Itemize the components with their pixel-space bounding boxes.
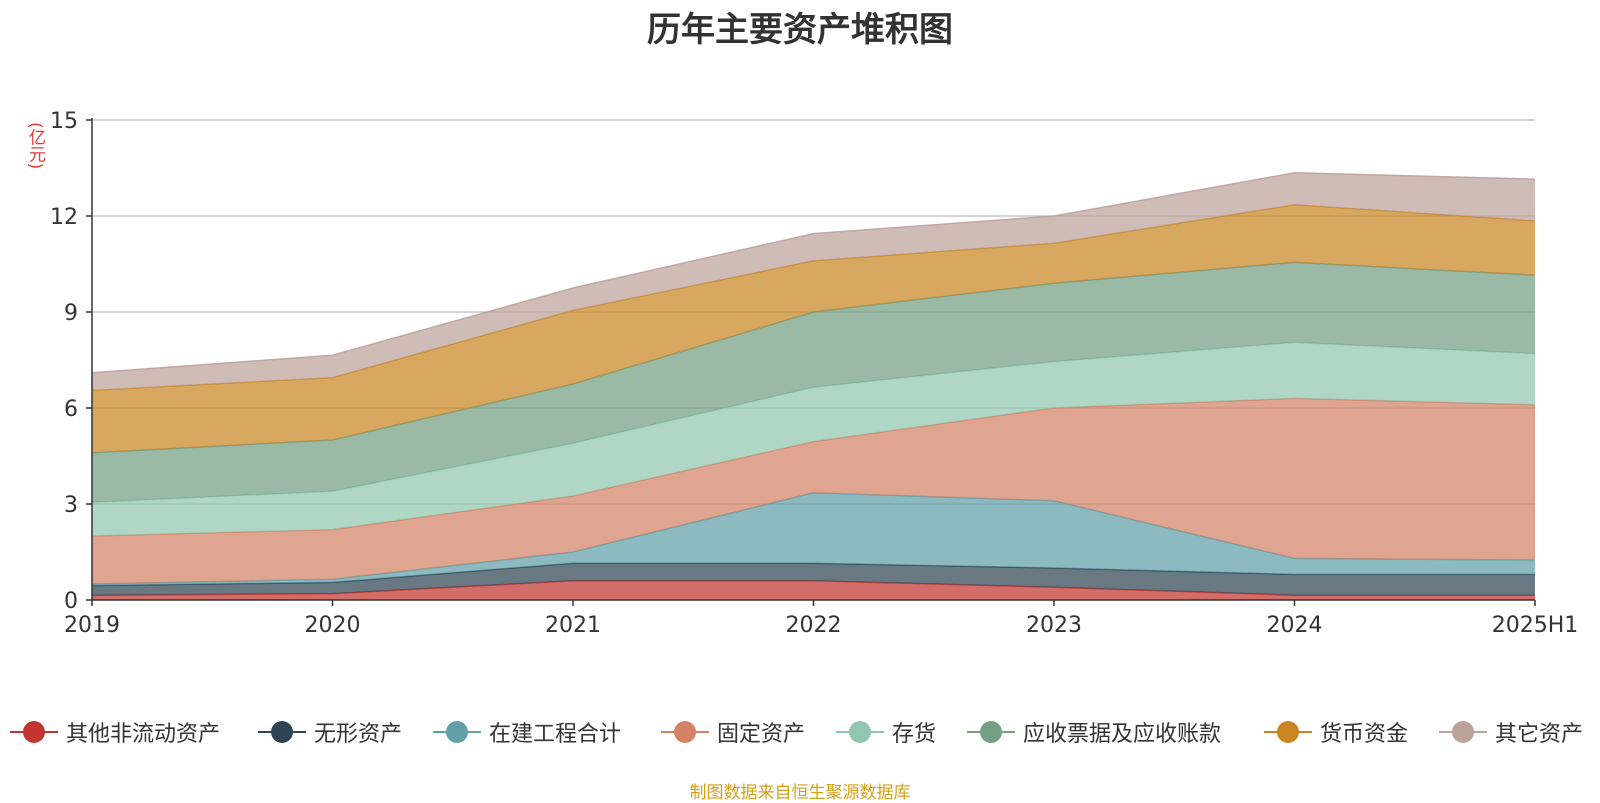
y-tick-label-12: 12 [50,205,78,230]
area-series-3 [92,398,1535,584]
legend-label: 应收票据及应收账款 [1023,722,1222,747]
legend-label: 货币资金 [1320,722,1409,747]
axes [86,118,1536,606]
legend-marker-icon [659,712,711,752]
area-series-4 [92,342,1535,536]
area-series-7 [92,172,1535,391]
legend-marker-icon [1437,712,1489,752]
legend-label: 存货 [892,722,937,747]
legend-item-6[interactable]: 货币资金 [1262,712,1408,752]
legend-marker-icon [1262,712,1314,752]
stacked-area-chart: 0 3 6 9 12 15 2019 2020 2021 2022 2023 2024 2025H1 [50,109,1578,638]
y-tick-label-3: 3 [64,493,78,518]
legend-marker-icon [431,712,483,752]
legend-label: 其他非流动资产 [66,722,221,747]
legend-label: 其它资产 [1495,722,1584,747]
y-tick-label-9: 9 [64,301,78,326]
x-tick-label-3: 2022 [786,613,842,638]
legend-item-4[interactable]: 存货 [834,712,936,752]
data-source-note: 制图数据来自恒生聚源数据库 [689,783,911,803]
legend-item-0[interactable]: 其他非流动资产 [8,712,220,752]
legend: 其他非流动资产 无形资产 在建工程合计 固定资产 存货 应收票据及应收账款 货币资金 其它资产 [0,712,1600,752]
x-tick-label-4: 2023 [1026,613,1082,638]
legend-label: 在建工程合计 [489,722,622,747]
x-tick-label-2: 2021 [545,613,601,638]
legend-marker-icon [834,712,886,752]
tick-labels: 0 3 6 9 12 15 2019 2020 2021 2022 2023 2024 2025H1 [50,109,1578,638]
area-series-6 [92,204,1535,453]
legend-item-7[interactable]: 其它资产 [1437,712,1583,752]
legend-item-5[interactable]: 应收票据及应收账款 [965,712,1221,752]
y-tick-label-15: 15 [50,109,78,134]
x-tick-label-1: 2020 [305,613,361,638]
x-tick-label-6: 2025H1 [1492,613,1579,638]
y-axis-unit-label: (亿元) [25,122,45,170]
area-series-0 [92,580,1535,600]
chart-title: 历年主要资产堆积图 [647,10,953,50]
area-series [91,172,1536,600]
x-tick-label-5: 2024 [1267,613,1323,638]
legend-item-1[interactable]: 无形资产 [256,712,402,752]
legend-item-3[interactable]: 固定资产 [659,712,805,752]
legend-marker-icon [965,712,1017,752]
area-series-5 [92,262,1535,503]
y-tick-label-0: 0 [64,589,78,614]
y-tick-label-6: 6 [64,397,78,422]
legend-marker-icon [256,712,308,752]
area-series-2 [92,492,1535,586]
legend-label: 无形资产 [314,722,403,747]
legend-label: 固定资产 [717,722,806,747]
legend-marker-icon [8,712,60,752]
legend-item-2[interactable]: 在建工程合计 [431,712,621,752]
area-series-edge-7 [91,172,1536,374]
x-tick-label-0: 2019 [64,613,120,638]
